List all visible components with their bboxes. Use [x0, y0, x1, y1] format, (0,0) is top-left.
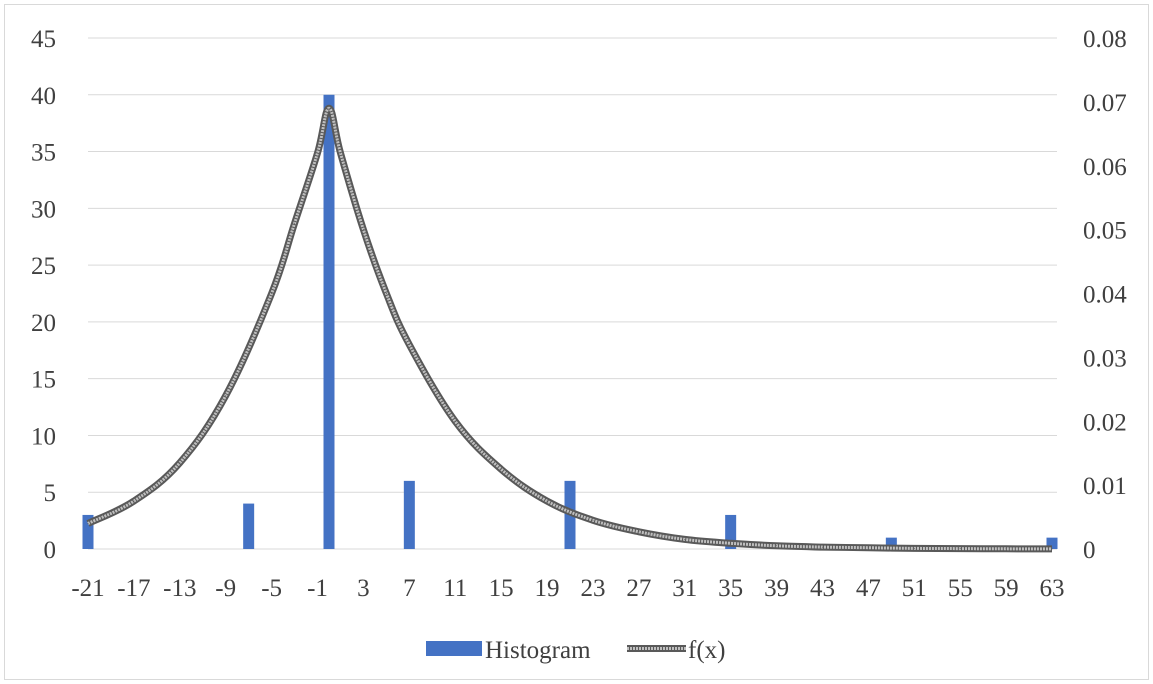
x-tick-label: -21 [71, 575, 104, 602]
histogram-bar [82, 514, 94, 549]
x-tick-label: -5 [261, 575, 282, 602]
x-tick-label: 7 [403, 575, 416, 602]
fx-curve [86, 104, 1053, 553]
fx-point [959, 548, 961, 550]
fx-point [776, 545, 778, 547]
legend-label-histogram: Histogram [485, 637, 591, 664]
fx-point [385, 293, 387, 294]
histogram-bar [1046, 537, 1058, 549]
right-tick-label: 0 [1083, 537, 1096, 564]
fx-point [454, 420, 456, 422]
fx-point [87, 522, 89, 524]
fx-point [592, 519, 594, 521]
x-tick-label: 63 [1040, 575, 1065, 602]
right-tick-label: 0.02 [1083, 409, 1127, 436]
histogram-bar [885, 537, 897, 549]
x-tick-label: 15 [489, 575, 514, 602]
fx-point [225, 395, 227, 397]
fx-point [179, 462, 181, 464]
right-tick-label: 0.07 [1083, 90, 1127, 117]
fx-point [1005, 548, 1007, 550]
x-tick-label: 3 [357, 575, 370, 602]
left-tick-label: 25 [31, 253, 56, 280]
x-tick-label: 23 [580, 575, 605, 602]
right-tick-label: 0.06 [1083, 154, 1127, 181]
x-tick-label: 35 [718, 575, 743, 602]
fx-point [500, 468, 502, 470]
right-axis-ticks: 0 0.01 0.02 0.03 0.04 0.05 0.06 0.07 0.08 [1083, 26, 1127, 564]
x-tick-label: 51 [902, 575, 927, 602]
chart-frame [4, 4, 1149, 680]
left-tick-label: 20 [31, 310, 56, 337]
left-tick-label: 0 [44, 537, 57, 564]
x-tick-label: -17 [117, 575, 150, 602]
fx-point [1051, 548, 1053, 550]
histogram-bar [323, 94, 335, 550]
x-tick-label: 59 [994, 575, 1019, 602]
left-tick-label: 40 [31, 83, 56, 110]
x-tick-label: -13 [163, 575, 196, 602]
fx-point [339, 152, 341, 154]
fx-point [730, 542, 732, 544]
x-tick-label: 55 [948, 575, 973, 602]
left-tick-label: 30 [31, 196, 56, 223]
fx-point [362, 229, 364, 231]
left-tick-label: 5 [44, 480, 57, 507]
x-tick-label: 11 [443, 575, 467, 602]
x-tick-label: -1 [307, 575, 328, 602]
fx-point [913, 547, 915, 549]
right-tick-label: 0.08 [1083, 26, 1127, 53]
right-tick-label: 0.03 [1083, 345, 1127, 372]
fx-line-inner [87, 106, 1053, 551]
left-tick-label: 45 [31, 26, 56, 53]
x-tick-label: 19 [535, 575, 560, 602]
left-tick-label: 15 [31, 367, 56, 394]
histogram-bar [725, 514, 737, 549]
right-tick-label: 0.05 [1083, 218, 1127, 245]
left-tick-label: 10 [31, 423, 56, 450]
x-tick-label: 27 [626, 575, 651, 602]
legend-label-fx: f(x) [688, 637, 725, 664]
x-tick-label: 39 [764, 575, 789, 602]
x-tick-label: 47 [856, 575, 881, 602]
histogram-bar [403, 480, 415, 549]
fx-point [317, 152, 319, 154]
left-axis-ticks: 0 5 10 15 20 25 30 35 40 45 [31, 26, 56, 564]
fx-point [684, 538, 686, 540]
fx-point [133, 500, 135, 502]
x-tick-label: 31 [672, 575, 697, 602]
right-tick-label: 0.01 [1083, 473, 1127, 500]
legend-swatch-histogram [426, 641, 482, 656]
gridlines [88, 37, 1057, 550]
x-tick-label: 43 [810, 575, 835, 602]
left-tick-label: 35 [31, 140, 56, 167]
right-tick-label: 0.04 [1083, 282, 1127, 309]
x-tick-label: -9 [215, 575, 236, 602]
fx-point [328, 107, 330, 109]
fx-point [821, 546, 823, 548]
fx-point [867, 547, 869, 549]
fx-point [271, 293, 273, 294]
fx-point [546, 500, 548, 502]
fx-point [408, 344, 410, 346]
legend: Histogram f(x) [426, 637, 725, 664]
fx-point [638, 531, 640, 533]
x-axis-ticks: -21 -17 -13 -9 -5 -1 3 7 11 15 19 23 27 31 35 39 43 47 51 5… [71, 575, 1064, 602]
fx-point [294, 222, 296, 224]
histogram-bar [243, 503, 255, 549]
